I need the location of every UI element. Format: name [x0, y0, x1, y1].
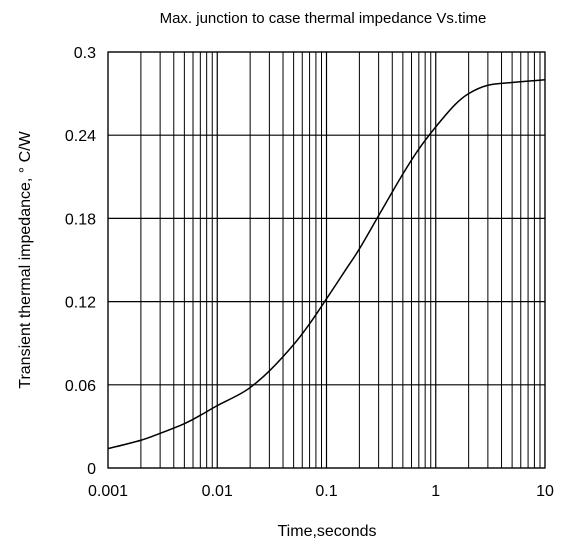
- y-tick-label: 0: [87, 461, 96, 478]
- y-tick-label: 0.06: [65, 378, 96, 395]
- series-line-thermal-impedance: [107, 78, 546, 450]
- y-axis-label: Transient thermal impedance, ° C/W: [17, 130, 34, 388]
- y-tick-labels: 0 0.06 0.12 0.18 0.24 0.3: [65, 45, 96, 478]
- y-tick-label: 0.24: [65, 128, 96, 145]
- x-tick-label: 1: [431, 483, 440, 500]
- x-tick-label: 0.1: [315, 483, 337, 500]
- y-tick-label: 0.12: [65, 295, 96, 312]
- grid-minor-lines: [140, 52, 541, 468]
- chart-title: Max. junction to case thermal impedance …: [160, 10, 487, 27]
- x-tick-labels: 0.001 0.01 0.1 1 10: [88, 483, 554, 500]
- x-tick-label: 10: [536, 483, 554, 500]
- plot-frame: [107, 51, 546, 469]
- y-tick-label: 0.3: [74, 45, 96, 62]
- y-tick-label: 0.18: [65, 211, 96, 228]
- x-axis-label: Time,seconds: [278, 523, 377, 540]
- x-tick-label: 0.01: [202, 483, 233, 500]
- x-tick-label: 0.001: [88, 483, 128, 500]
